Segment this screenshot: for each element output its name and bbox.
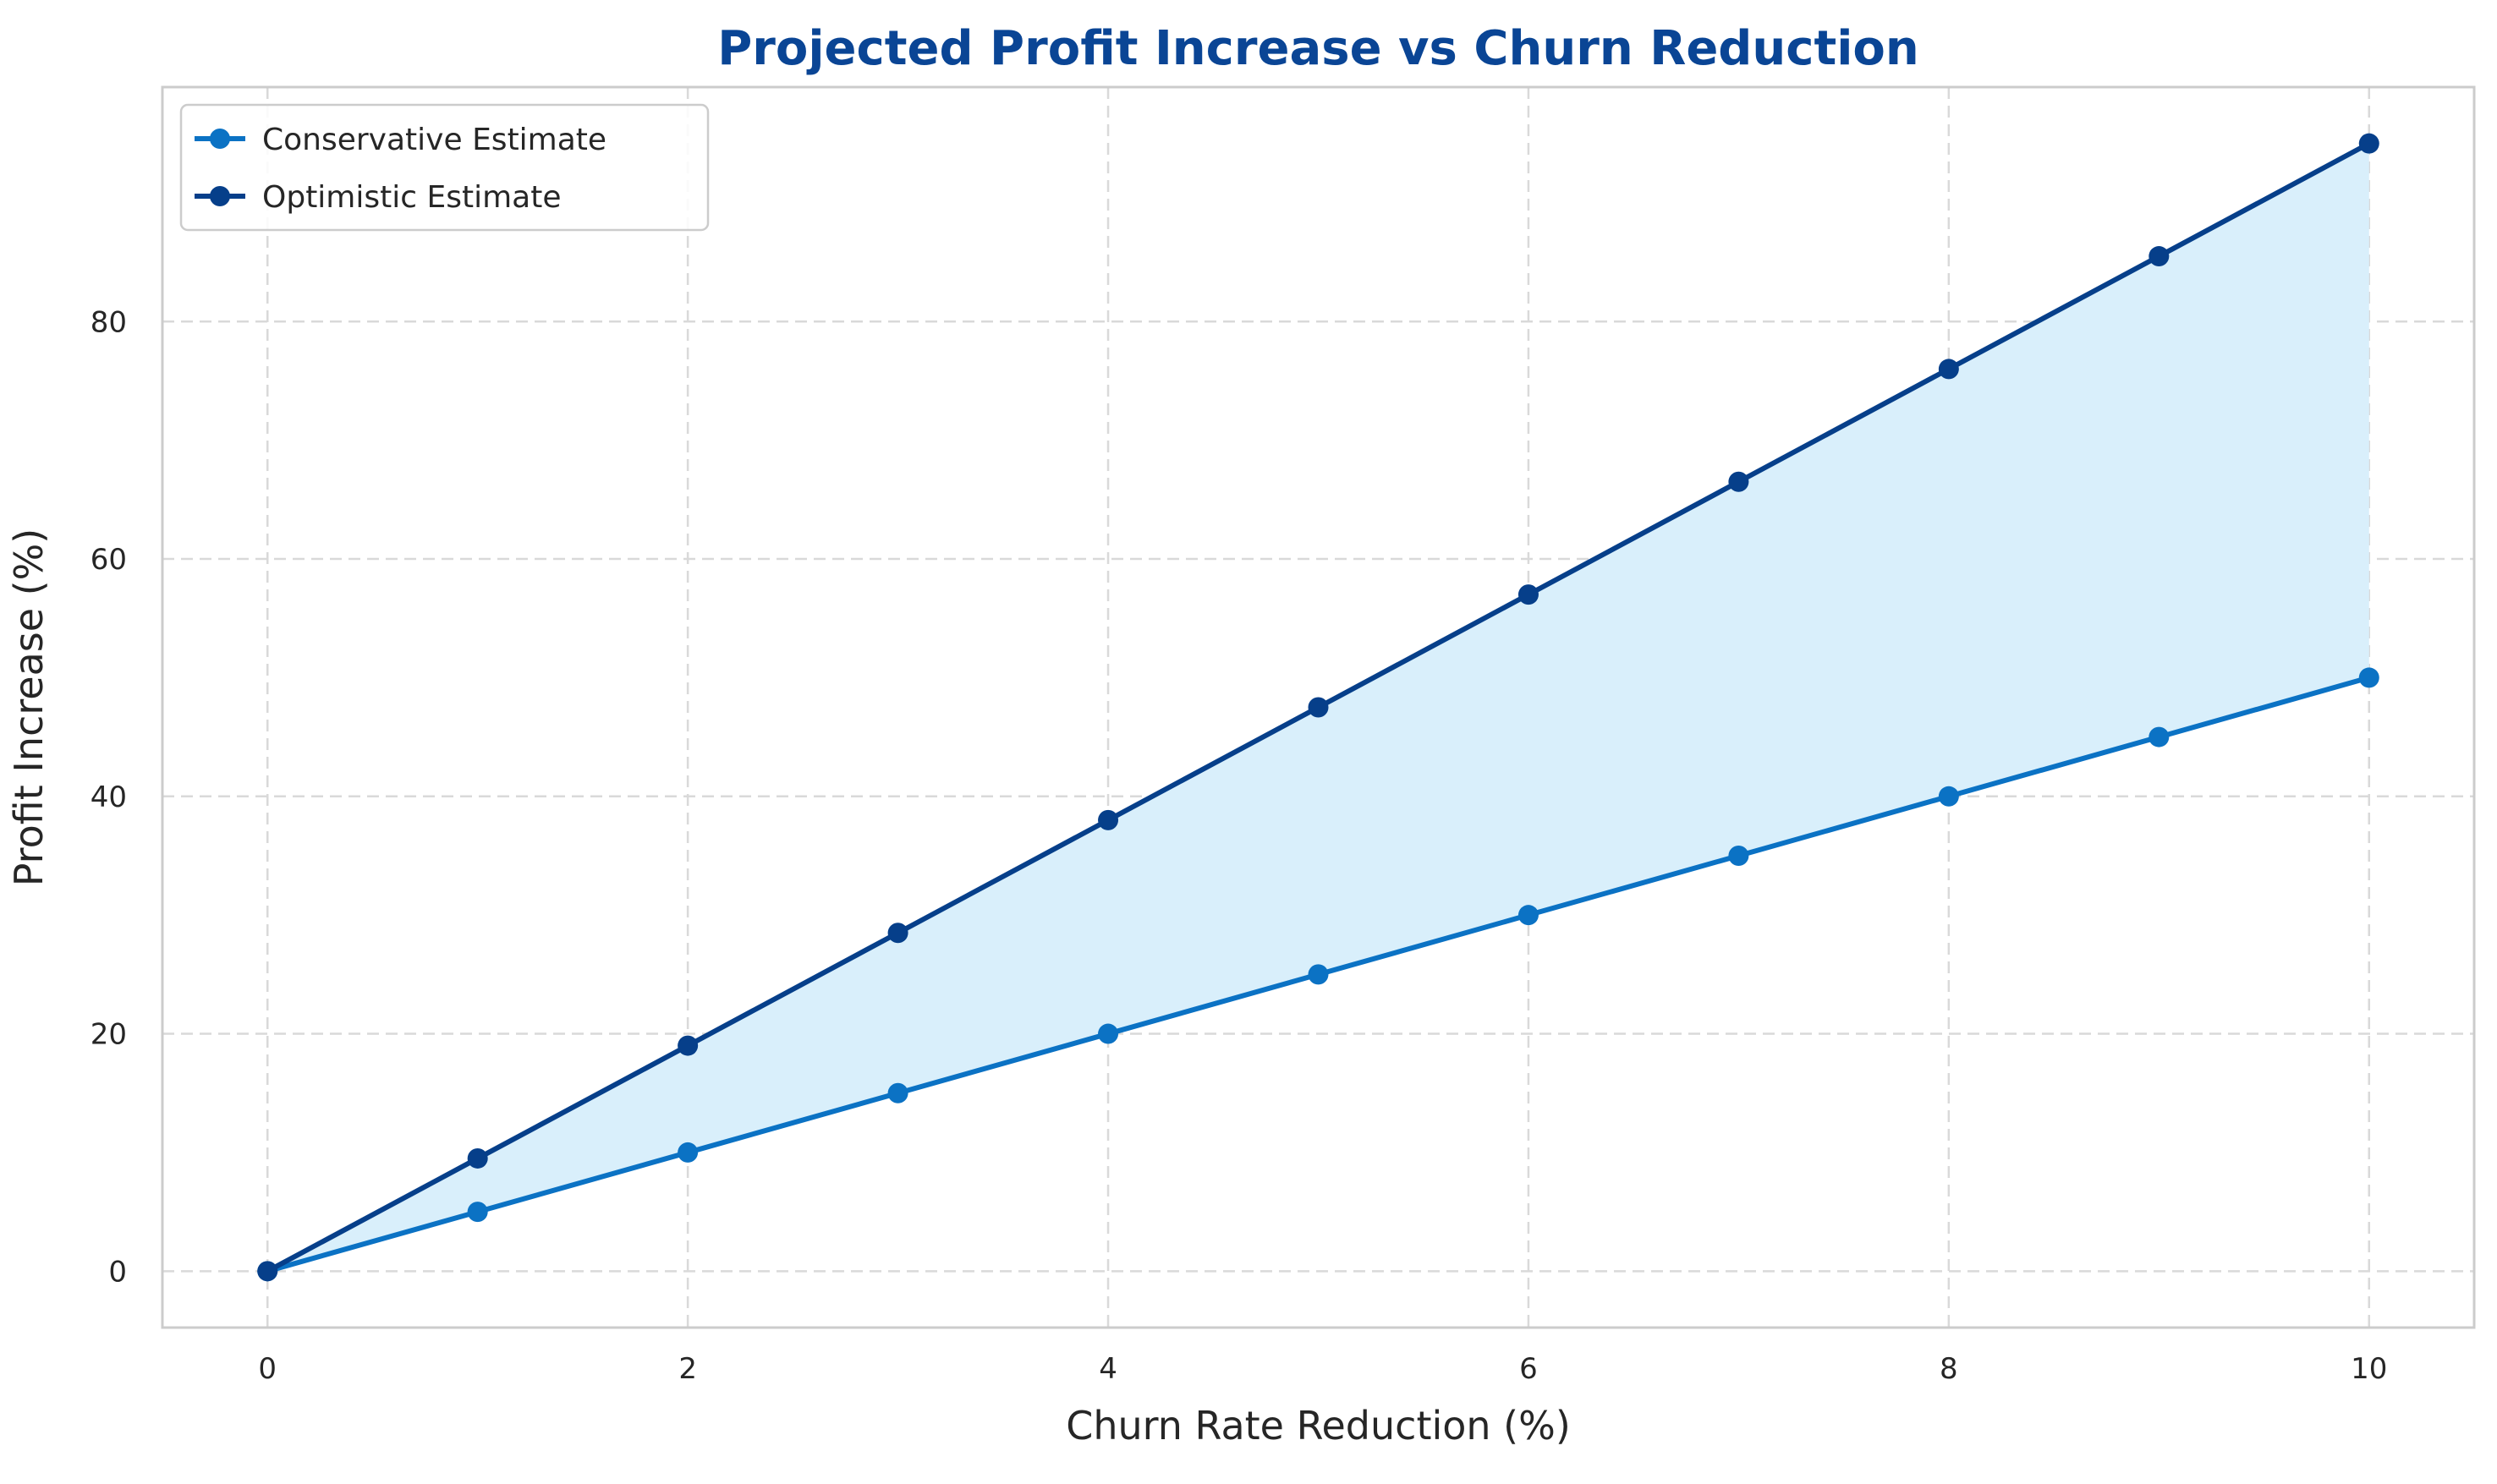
data-point (2358, 133, 2379, 154)
x-tick-label: 4 (1099, 1352, 1117, 1386)
data-point (2149, 726, 2170, 747)
data-point (1308, 697, 1329, 718)
y-axis-ticks: 0 20 40 60 80 (91, 305, 127, 1289)
legend-label: Conservative Estimate (262, 123, 606, 157)
legend-label: Optimistic Estimate (262, 180, 562, 215)
y-axis-label: Profit Increase (%) (6, 528, 52, 887)
legend-box (179, 103, 710, 232)
y-tick-label: 60 (91, 543, 127, 577)
plot-frame (161, 85, 2476, 1329)
y-tick-label: 40 (91, 780, 127, 814)
legend: Conservative Estimate Optimistic Estimate (179, 103, 710, 232)
series-1 (257, 667, 2379, 1282)
data-point (678, 1142, 699, 1163)
data-point (1728, 471, 1749, 492)
data-point (887, 1082, 908, 1103)
data-point (1728, 845, 1749, 866)
data-point (1308, 964, 1329, 985)
legend-marker (210, 129, 230, 149)
x-axis-ticks: 0 2 4 6 8 10 (258, 1352, 2387, 1386)
data-point (1098, 809, 1119, 830)
x-tick-label: 2 (678, 1352, 697, 1386)
data-point (678, 1035, 699, 1056)
series-2 (257, 133, 2379, 1282)
data-point (467, 1202, 488, 1223)
data-point (1098, 1023, 1119, 1044)
legend-marker (210, 186, 230, 206)
data-point (2149, 246, 2170, 267)
x-tick-label: 0 (258, 1352, 277, 1386)
data-point (1517, 905, 1539, 926)
x-axis-label: Churn Rate Reduction (%) (1066, 1403, 1571, 1448)
data-point (257, 1261, 278, 1282)
data-point (2358, 667, 2379, 688)
x-tick-label: 8 (1940, 1352, 1958, 1386)
data-point (887, 923, 908, 944)
y-tick-label: 20 (91, 1018, 127, 1052)
legend-item: Conservative Estimate (195, 123, 606, 157)
series-layer (257, 133, 2379, 1282)
data-point (1938, 786, 1959, 807)
chart-title: Projected Profit Increase vs Churn Reduc… (717, 21, 1919, 76)
x-tick-label: 10 (2351, 1352, 2387, 1386)
legend-item: Optimistic Estimate (195, 180, 562, 215)
data-point (467, 1147, 488, 1169)
x-tick-label: 6 (1519, 1352, 1538, 1386)
data-point (1938, 359, 1959, 380)
y-tick-label: 0 (108, 1255, 127, 1289)
y-tick-label: 80 (91, 305, 127, 339)
data-point (1517, 584, 1539, 605)
